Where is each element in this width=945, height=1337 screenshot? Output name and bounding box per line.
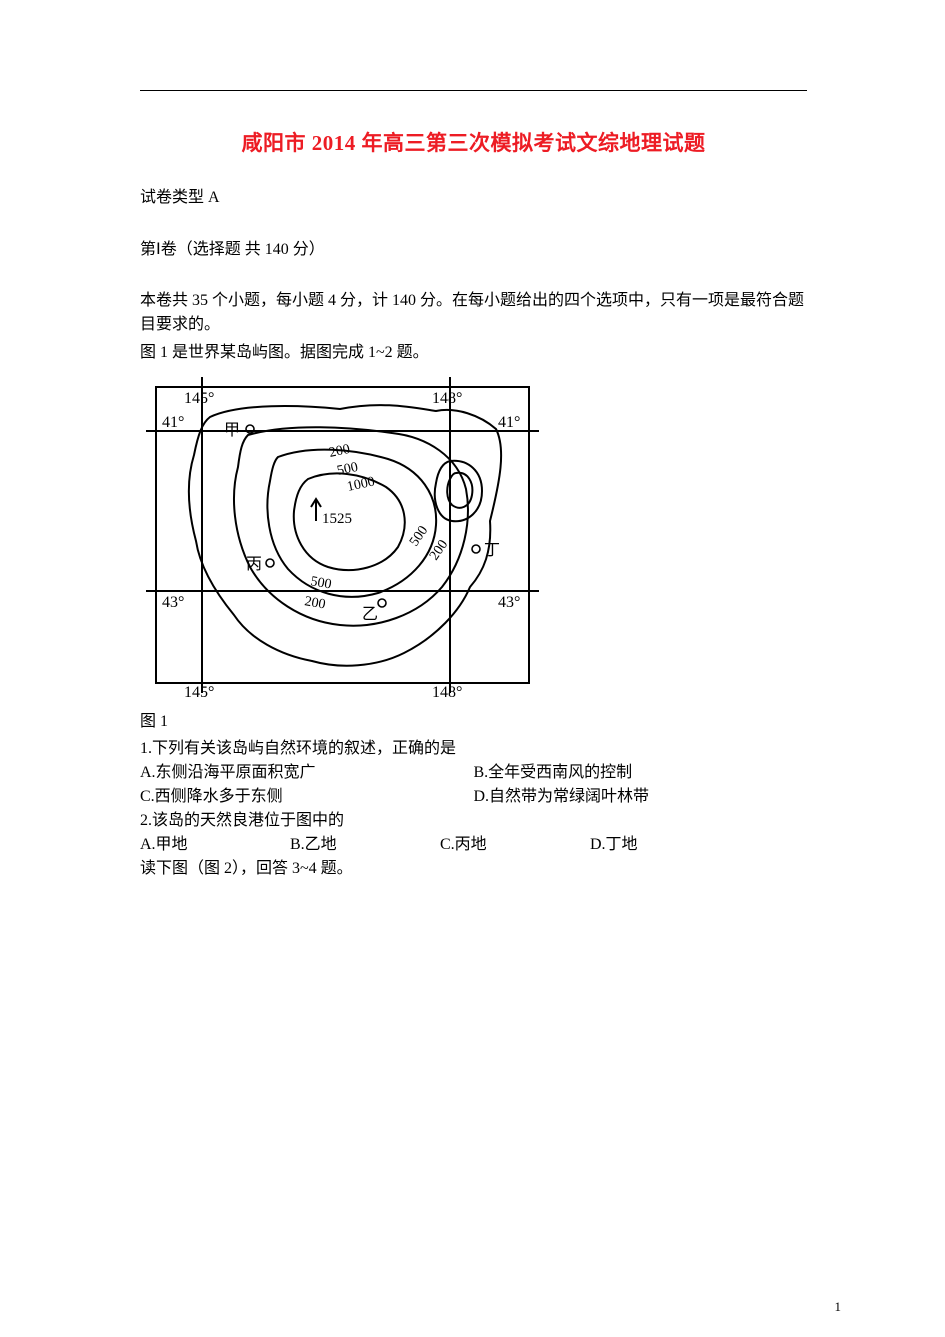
svg-text:145°: 145° xyxy=(184,684,214,699)
top-rule xyxy=(140,90,807,91)
page-title: 咸阳市 2014 年高三第三次模拟考试文综地理试题 xyxy=(140,127,807,157)
q1-opt-b: B.全年受西南风的控制 xyxy=(474,761,808,785)
svg-text:200: 200 xyxy=(328,442,352,461)
svg-text:500: 500 xyxy=(407,523,431,549)
point-bing: 丙 xyxy=(246,556,262,573)
q2-options-row: A.甲地 B.乙地 C.丙地 D.丁地 xyxy=(140,833,807,857)
q2-opt-d: D.丁地 xyxy=(590,833,740,857)
svg-text:200: 200 xyxy=(427,537,451,563)
svg-text:148°: 148° xyxy=(432,390,462,407)
svg-text:43°: 43° xyxy=(162,594,184,611)
svg-text:200: 200 xyxy=(303,594,326,612)
figure-intro: 图 1 是世界某岛屿图。据图完成 1~2 题。 xyxy=(140,341,807,365)
q1-opt-a: A.东侧沿海平原面积宽广 xyxy=(140,761,474,785)
paper-type: 试卷类型 A xyxy=(140,183,807,207)
instructions: 本卷共 35 个小题，每小题 4 分，计 140 分。在每小题给出的四个选项中，… xyxy=(140,289,807,337)
section-label: 第Ⅰ卷（选择题 共 140 分） xyxy=(140,235,807,259)
q1-stem: 1.下列有关该岛屿自然环境的叙述，正确的是 xyxy=(140,737,807,761)
q2-opt-a: A.甲地 xyxy=(140,833,290,857)
peak-label: 1525 xyxy=(322,511,352,527)
point-yi: 乙 xyxy=(362,606,378,623)
svg-text:41°: 41° xyxy=(162,414,184,431)
svg-text:500: 500 xyxy=(309,574,332,592)
svg-text:145°: 145° xyxy=(184,390,214,407)
q1-options-row1: A.东侧沿海平原面积宽广 B.全年受西南风的控制 xyxy=(140,761,807,785)
svg-text:43°: 43° xyxy=(498,594,520,611)
svg-text:1000: 1000 xyxy=(346,474,377,494)
figure-label: 图 1 xyxy=(140,707,807,731)
point-ding: 丁 xyxy=(484,542,500,559)
q2-opt-c: C.丙地 xyxy=(440,833,590,857)
q1-opt-d: D.自然带为常绿阔叶林带 xyxy=(474,785,808,809)
q2-opt-b: B.乙地 xyxy=(290,833,440,857)
point-jia: 甲 xyxy=(224,422,240,439)
q2-stem: 2.该岛的天然良港位于图中的 xyxy=(140,809,807,833)
next-intro: 读下图（图 2），回答 3~4 题。 xyxy=(140,857,807,881)
q1-opt-c: C.西侧降水多于东侧 xyxy=(140,785,474,809)
svg-text:41°: 41° xyxy=(498,414,520,431)
svg-text:148°: 148° xyxy=(432,684,462,699)
page-number: 1 xyxy=(835,1299,842,1315)
q1-options-row2: C.西侧降水多于东侧 D.自然带为常绿阔叶林带 xyxy=(140,785,807,809)
island-map: 1525 200 500 1000 500 200 500 200 甲 丙 乙 … xyxy=(140,371,545,699)
